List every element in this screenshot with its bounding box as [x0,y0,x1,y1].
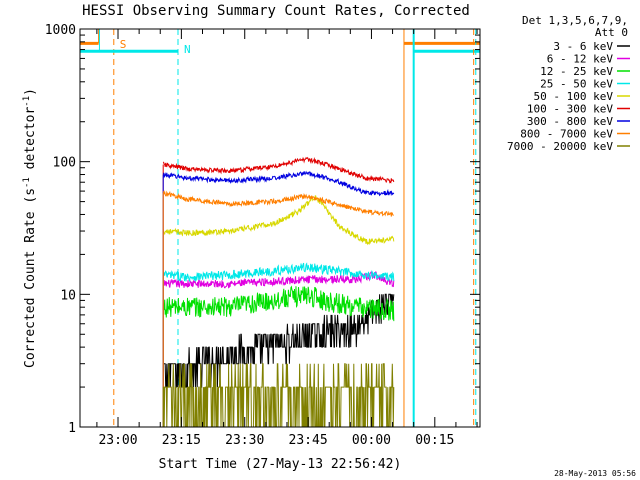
x-tick-label: 23:15 [162,433,201,448]
series-line-3 [162,285,395,322]
legend-entry-label: 3 - 6 keV [553,40,613,53]
legend-entry-label: 7000 - 20000 keV [507,140,613,153]
x-tick-label: 00:15 [415,433,454,448]
series-line-2 [162,271,395,289]
legend-header: Det 1,3,5,6,7,9, [522,14,628,27]
night-marker-label: N [184,43,191,56]
y-axis-label: Corrected Count Rate (s-1 detector-1) [22,88,38,368]
legend-entry-label: 6 - 12 keV [547,53,614,66]
series-line-7 [162,170,395,197]
x-tick-label: 23:30 [225,433,264,448]
plot-frame [79,28,481,428]
axes: 23:00 23:15 23:30 23:45 00:00 00:15 1 10 100 1000 [45,23,480,448]
chart-title: HESSI Observing Summary Count Rates, Cor… [82,3,470,19]
y-tick-label: 100 [53,156,76,171]
y-tick-label: 1000 [45,23,76,38]
legend-entry-label: 800 - 7000 keV [520,128,613,141]
series-line-6 [162,156,395,184]
series-line-8 [162,190,394,217]
saa-marker-label: S [120,38,127,51]
footer-timestamp: 28-May-2013 05:56 [554,469,636,478]
series-line-4 [162,262,395,282]
series-layer [162,156,395,428]
x-axis-label: Start Time (27-May-13 22:56:42) [159,457,402,472]
y-tick-label: 1 [68,421,76,436]
series-line-5 [162,195,395,246]
legend-entry-label: 300 - 800 keV [527,115,613,128]
x-tick-label: 23:45 [289,433,328,448]
legend-entry-label: 25 - 50 keV [540,78,613,91]
y-tick-label: 10 [60,288,76,303]
legend-entry-label: 100 - 300 keV [527,103,613,116]
x-tick-label: 00:00 [352,433,391,448]
legend-entry-label: 50 - 100 keV [534,90,614,103]
legend-header: Att 0 [595,26,628,39]
legend-entry-label: 12 - 25 keV [540,65,613,78]
x-tick-label: 23:00 [98,433,137,448]
